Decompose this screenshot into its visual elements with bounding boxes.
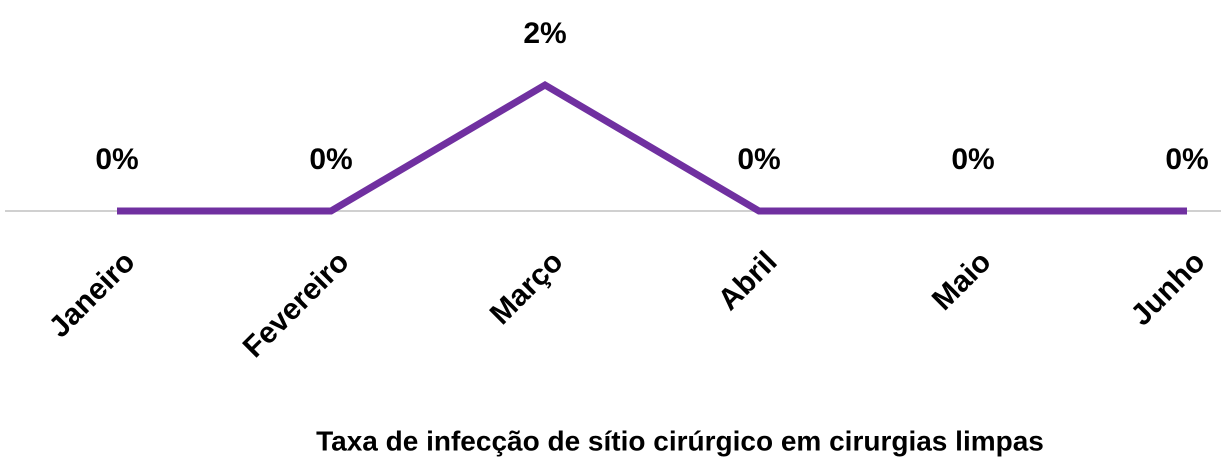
data-label: 0%: [309, 143, 352, 176]
data-label: 0%: [951, 143, 994, 176]
x-tick-label: Abril: [712, 245, 784, 317]
data-label: 0%: [1165, 143, 1208, 176]
x-tick-label: Junho: [1125, 245, 1212, 332]
x-tick-label: Maio: [926, 245, 998, 317]
data-label: 2%: [523, 17, 566, 50]
x-tick-label: Fevereiro: [237, 245, 356, 364]
data-label: 0%: [737, 143, 780, 176]
data-label: 0%: [95, 143, 138, 176]
x-tick-label: Março: [484, 245, 570, 331]
data-line: [117, 80, 1187, 215]
x-tick-label: Janeiro: [43, 245, 142, 344]
chart-title: Taxa de infecção de sítio cirúrgico em c…: [316, 425, 1044, 456]
